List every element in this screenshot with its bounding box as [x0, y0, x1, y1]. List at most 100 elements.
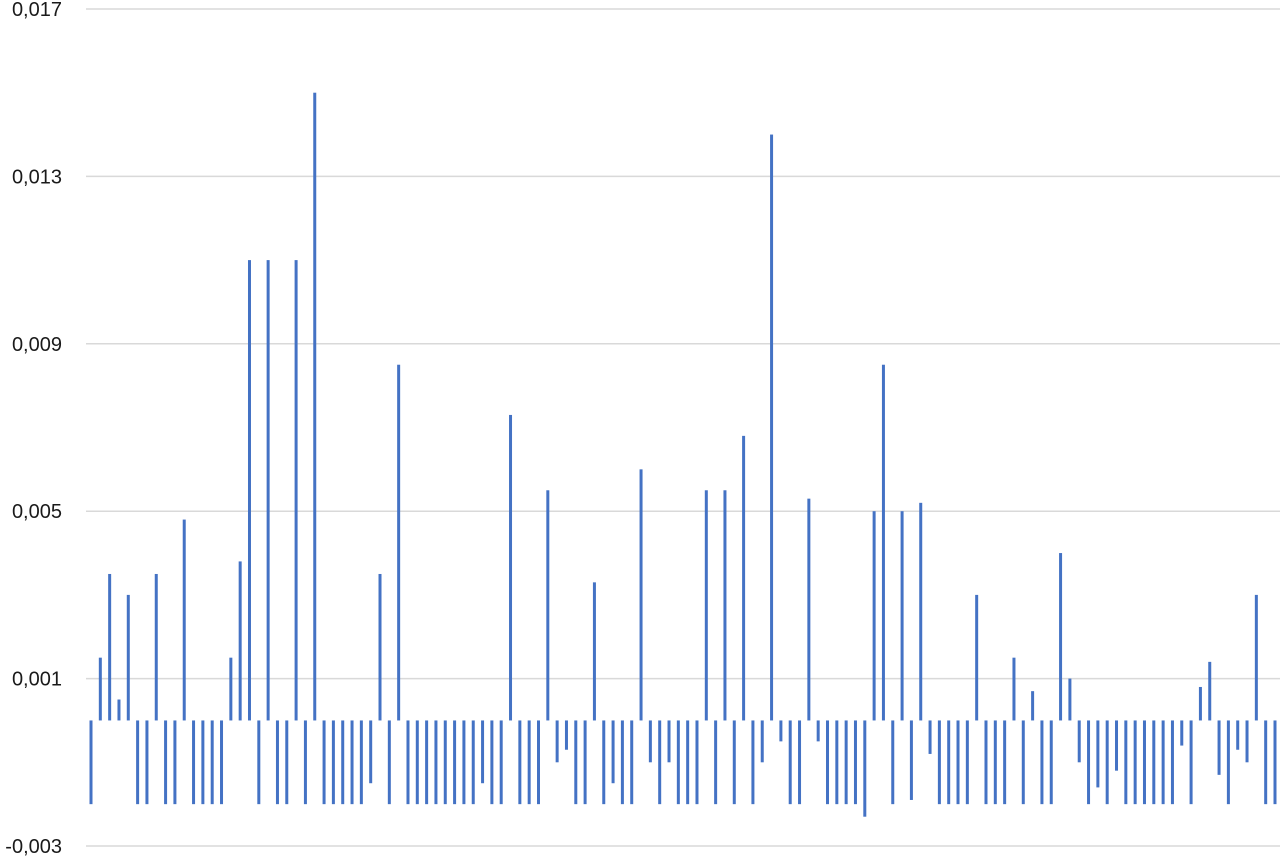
bar	[956, 720, 960, 805]
bar	[126, 594, 130, 721]
bar	[425, 720, 429, 805]
bar	[1198, 686, 1202, 721]
bar	[919, 502, 923, 721]
bar	[1152, 720, 1156, 805]
bar	[443, 720, 447, 805]
bar	[863, 720, 867, 817]
bar	[835, 720, 839, 805]
bar	[844, 720, 848, 805]
bar	[900, 511, 904, 721]
bar	[714, 720, 718, 805]
bar	[341, 720, 345, 805]
bar	[303, 720, 307, 805]
bar	[1012, 657, 1016, 721]
bar	[872, 511, 876, 721]
y-tick-label: -0,003	[5, 836, 62, 857]
bar	[630, 720, 634, 805]
gridlines	[86, 8, 1280, 847]
bar	[108, 573, 112, 721]
y-tick-label: 0,001	[12, 669, 62, 691]
bar	[415, 720, 419, 805]
bar	[406, 720, 410, 805]
bar	[667, 720, 671, 763]
bar	[732, 720, 736, 805]
bar	[1161, 720, 1165, 805]
bar	[909, 720, 913, 800]
bar	[1115, 720, 1119, 771]
bar	[509, 414, 513, 721]
bar	[1189, 720, 1193, 805]
bar	[1124, 720, 1128, 805]
bar	[294, 260, 298, 721]
bar	[1133, 720, 1137, 805]
bar	[201, 720, 205, 805]
bar	[1049, 720, 1053, 805]
bar	[1059, 553, 1063, 721]
bar	[518, 720, 522, 805]
bar	[471, 720, 475, 805]
bar	[322, 720, 326, 805]
bar	[592, 582, 596, 721]
bar	[993, 720, 997, 805]
bar	[928, 720, 932, 754]
y-axis-tick-labels: -0,003 0,001 0,005 0,009 0,013 0,017	[5, 0, 62, 857]
bar	[798, 720, 802, 805]
bar	[620, 720, 624, 805]
bar	[826, 720, 829, 805]
y-tick-label: 0,009	[12, 334, 62, 356]
bar	[1031, 691, 1035, 721]
bar	[574, 720, 578, 805]
bar	[266, 260, 270, 721]
bar	[136, 720, 140, 805]
bars	[89, 92, 1277, 817]
bar	[947, 720, 951, 805]
bar	[1077, 720, 1081, 763]
bar	[695, 720, 699, 805]
y-tick-label: 0,005	[12, 501, 62, 523]
bar	[1142, 720, 1146, 805]
bar	[164, 720, 168, 805]
bar	[1021, 720, 1025, 805]
bar	[742, 435, 746, 721]
bar	[676, 720, 680, 805]
bar	[192, 720, 196, 805]
bar	[602, 720, 606, 805]
bar	[658, 720, 662, 805]
bar	[1096, 720, 1100, 788]
bar	[210, 720, 214, 805]
bar	[527, 720, 531, 805]
bar	[704, 490, 708, 721]
bar	[481, 720, 485, 784]
bar	[247, 260, 251, 721]
y-tick-label: 0,017	[12, 0, 62, 21]
bar	[1245, 720, 1249, 763]
bar	[369, 720, 373, 784]
bar	[331, 720, 335, 805]
bar	[378, 573, 382, 721]
bar	[881, 364, 885, 721]
bar	[975, 594, 979, 721]
bar	[779, 720, 783, 742]
bar	[1273, 720, 1277, 805]
bar	[770, 134, 774, 721]
bar	[285, 720, 289, 805]
bar	[434, 720, 438, 805]
bar	[117, 699, 121, 721]
bar	[1087, 720, 1091, 805]
bar	[984, 720, 988, 805]
bar	[965, 720, 969, 805]
bar	[145, 720, 149, 805]
bar	[1003, 720, 1007, 805]
bar	[462, 720, 466, 805]
bar	[1217, 720, 1221, 775]
bar	[453, 720, 457, 805]
bar	[751, 720, 755, 805]
bar	[760, 720, 764, 763]
bar	[537, 720, 540, 805]
bar	[359, 720, 363, 805]
y-tick-label: 0,013	[12, 166, 62, 188]
bar	[173, 720, 177, 805]
bar	[686, 720, 690, 805]
bar	[490, 720, 494, 805]
